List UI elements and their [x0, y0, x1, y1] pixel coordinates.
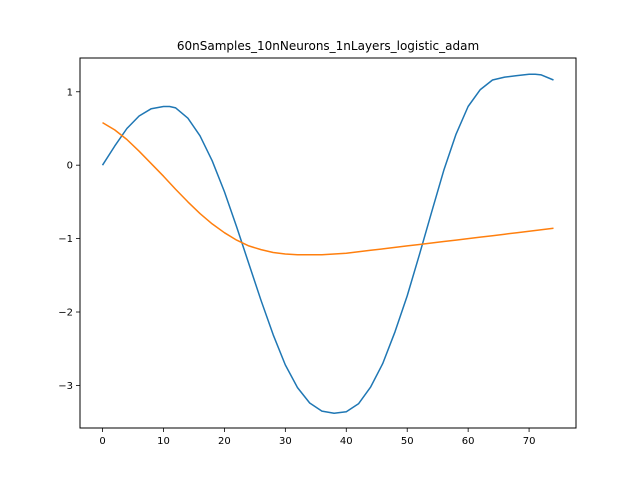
y-tick-label: −1: [58, 234, 73, 245]
x-axis-ticks: 0 10 20 30 40 50 60 70: [99, 428, 535, 447]
x-tick-label: 10: [157, 436, 170, 447]
x-tick-label: 50: [401, 436, 414, 447]
y-tick-label: −2: [58, 308, 73, 319]
series-line-2: [102, 121, 554, 256]
y-tick-label: 0: [67, 161, 73, 172]
x-tick-label: 30: [279, 436, 292, 447]
plot-lines: [101, 73, 554, 415]
y-tick-label: 1: [67, 87, 73, 98]
x-tick-label: 70: [523, 436, 536, 447]
chart-title: 60nSamples_10nNeurons_1nLayers_logistic_…: [177, 39, 479, 53]
y-axis-ticks: −3 −2 −1 0 1: [58, 87, 80, 392]
x-tick-label: 60: [462, 436, 475, 447]
x-tick-label: 0: [99, 436, 105, 447]
y-tick-label: −3: [58, 381, 73, 392]
x-tick-label: 40: [340, 436, 353, 447]
plot-frame: [79, 57, 577, 429]
series-line-1: [101, 73, 554, 415]
x-tick-label: 20: [218, 436, 231, 447]
